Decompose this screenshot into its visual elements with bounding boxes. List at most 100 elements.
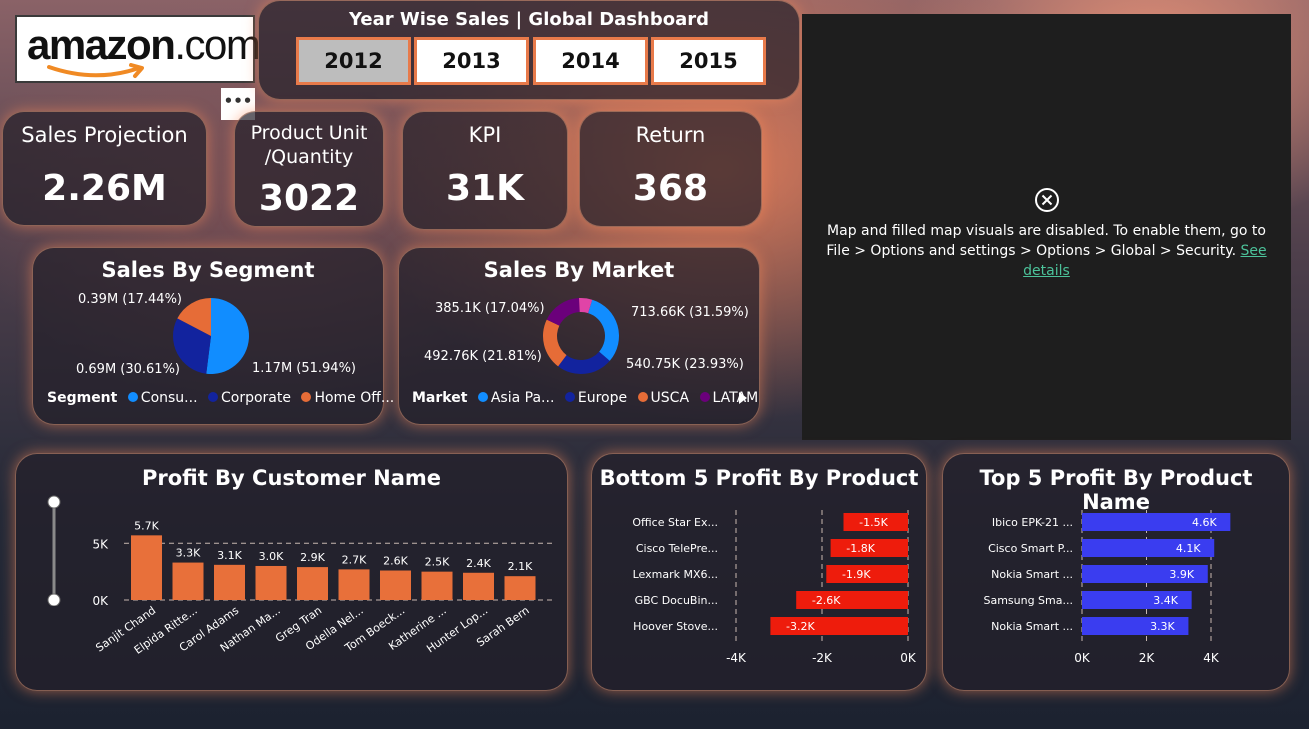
data-label: 2.7K bbox=[342, 553, 367, 566]
category-label: Hoover Stove... bbox=[633, 620, 718, 633]
return-title: Return bbox=[635, 123, 706, 147]
year-button-2015[interactable]: 2015 bbox=[651, 37, 766, 85]
product-unit-title-line1: Product Unit bbox=[250, 122, 368, 144]
bar-2 bbox=[826, 565, 908, 583]
category-label: Lexmark MX6... bbox=[633, 568, 718, 581]
slice-europe bbox=[558, 351, 610, 374]
slider-handle-bottom[interactable] bbox=[47, 593, 61, 606]
sales-projection-title: Sales Projection bbox=[21, 123, 188, 147]
category-label: Ibico EPK-21 ... bbox=[992, 516, 1073, 529]
slice-asia-pacific bbox=[588, 299, 619, 361]
bar-0 bbox=[843, 513, 908, 531]
market-label-europe: 540.75K (23.93%) bbox=[626, 357, 744, 372]
bar-2 bbox=[1082, 565, 1208, 583]
sales-by-market-card: Sales By Market 385.1K (17.04%) 713.66K … bbox=[398, 247, 760, 425]
x-tick-label: -4K bbox=[726, 651, 747, 665]
bar-3 bbox=[796, 591, 908, 609]
product-unit-card: Product Unit /Quantity 3022 bbox=[234, 111, 384, 227]
slice-consumer bbox=[206, 298, 250, 374]
sales-by-market-title: Sales By Market bbox=[483, 258, 675, 282]
sales-by-segment-card: Sales By Segment 0.39M (17.44%) 0.69M (3… bbox=[32, 247, 394, 425]
kpi-card: KPI 31K bbox=[402, 111, 568, 230]
year-button-2013[interactable]: 2013 bbox=[414, 37, 529, 85]
top5-bar-chart: 0K 2K 4K Ibico EPK-21 ... 4.6K Cisco Smart P.… bbox=[983, 510, 1231, 665]
amazon-logo: amazon.com bbox=[15, 15, 261, 83]
bar-1 bbox=[830, 539, 908, 557]
top5-card: Top 5 Profit By Product Name 0K 2K 4K Ibico… bbox=[942, 453, 1290, 691]
bottom5-bar-chart: -4K -2K 0K Office Star Ex... -1.5K Cisco Tele… bbox=[632, 510, 917, 665]
segment-pie-chart[interactable] bbox=[171, 296, 251, 376]
legend-dot-icon bbox=[477, 392, 488, 402]
category-label: Samsung Sma... bbox=[983, 594, 1073, 607]
legend-dot-icon bbox=[564, 392, 575, 402]
x-tick-label: 0K bbox=[900, 651, 917, 665]
market-label-usca: 492.76K (21.81%) bbox=[424, 349, 542, 364]
bar-hunter-lop bbox=[463, 572, 494, 600]
market-label-asia-pacific: 713.66K (31.59%) bbox=[631, 305, 749, 320]
kpi-title: KPI bbox=[468, 123, 502, 147]
data-label: -1.8K bbox=[846, 542, 875, 555]
bar-nathan-ma bbox=[255, 565, 287, 600]
sales-projection-card: Sales Projection 2.26M bbox=[2, 111, 207, 226]
legend-item-usca[interactable]: USCA bbox=[650, 390, 690, 406]
zoom-slider[interactable] bbox=[44, 494, 64, 606]
bar-elpida-ritte bbox=[172, 562, 204, 600]
y-tick-label: 5K bbox=[92, 537, 109, 551]
category-label: Office Star Ex... bbox=[632, 516, 718, 529]
product-unit-value: 3022 bbox=[258, 178, 360, 219]
top5-title: Top 5 Profit By Product Name bbox=[979, 466, 1253, 514]
legend-item-asia-pacific[interactable]: Asia Pa... bbox=[490, 390, 555, 406]
segment-label-home-office: 0.39M (17.44%) bbox=[78, 292, 183, 307]
profit-by-customer-card: Profit By Customer Name 0K 5K 5.7K Sanjit C… bbox=[15, 453, 568, 691]
bar-1 bbox=[1082, 539, 1215, 557]
data-label: 2.4K bbox=[466, 557, 491, 570]
legend-item-europe[interactable]: Europe bbox=[577, 390, 628, 406]
bar-4 bbox=[770, 617, 908, 635]
legend-item-home-office[interactable]: Home Off... bbox=[314, 390, 395, 406]
data-label: 2.9K bbox=[300, 551, 325, 564]
slice-corporate bbox=[173, 318, 211, 374]
close-circle-icon bbox=[1035, 188, 1059, 212]
profit-by-customer-title: Profit By Customer Name bbox=[141, 466, 442, 490]
bar-carol-adams bbox=[214, 564, 245, 600]
map-disabled-message: Map and filled map visuals are disabled.… bbox=[826, 223, 1267, 279]
bar-3 bbox=[1082, 591, 1192, 609]
segment-label-corporate: 0.69M (30.61%) bbox=[76, 362, 181, 377]
see-details-link[interactable]: See details bbox=[1023, 243, 1267, 279]
bar-tom-boeck bbox=[380, 570, 411, 600]
x-tick-label: 2K bbox=[1139, 651, 1156, 665]
legend-item-corporate[interactable]: Corporate bbox=[220, 390, 291, 406]
x-tick-label: 4K bbox=[1203, 651, 1220, 665]
bottom5-title: Bottom 5 Profit By Product bbox=[599, 466, 919, 490]
slice-other bbox=[578, 298, 593, 314]
category-label: Nokia Smart ... bbox=[991, 568, 1073, 581]
legend-next-arrow-icon[interactable] bbox=[738, 391, 748, 405]
data-label: 3.3K bbox=[176, 547, 201, 560]
year-button-2012[interactable]: 2012 bbox=[296, 37, 411, 85]
bar-0 bbox=[1082, 513, 1231, 531]
market-donut-chart[interactable] bbox=[541, 296, 621, 376]
product-unit-title-line2: /Quantity bbox=[264, 146, 354, 168]
category-label: GBC DocuBin... bbox=[635, 594, 718, 607]
legend-dot-icon bbox=[127, 392, 138, 402]
segment-legend: Segment Consu... Corporate Home Off... bbox=[47, 390, 395, 406]
legend-item-latam[interactable]: LATAM bbox=[712, 390, 759, 406]
legend-dot-icon bbox=[637, 392, 648, 402]
data-label: 4.6K bbox=[1192, 516, 1217, 529]
data-label: 5.7K bbox=[134, 519, 159, 532]
data-label: -1.9K bbox=[842, 568, 871, 581]
legend-dot-icon bbox=[207, 392, 218, 402]
y-tick-label: 0K bbox=[92, 594, 109, 608]
kpi-value: 31K bbox=[446, 168, 524, 209]
segment-label-consumer: 1.17M (51.94%) bbox=[252, 361, 357, 376]
legend-item-consumer[interactable]: Consu... bbox=[140, 390, 198, 406]
legend-dot-icon bbox=[301, 392, 312, 402]
slice-latam bbox=[546, 298, 580, 326]
more-options-button[interactable]: ••• bbox=[221, 88, 255, 120]
year-button-2014[interactable]: 2014 bbox=[533, 37, 648, 85]
slider-handle-top[interactable] bbox=[47, 495, 61, 509]
return-card: Return 368 bbox=[579, 111, 762, 227]
category-label: Cisco Smart P... bbox=[988, 542, 1073, 555]
x-tick-label: 0K bbox=[1074, 651, 1091, 665]
